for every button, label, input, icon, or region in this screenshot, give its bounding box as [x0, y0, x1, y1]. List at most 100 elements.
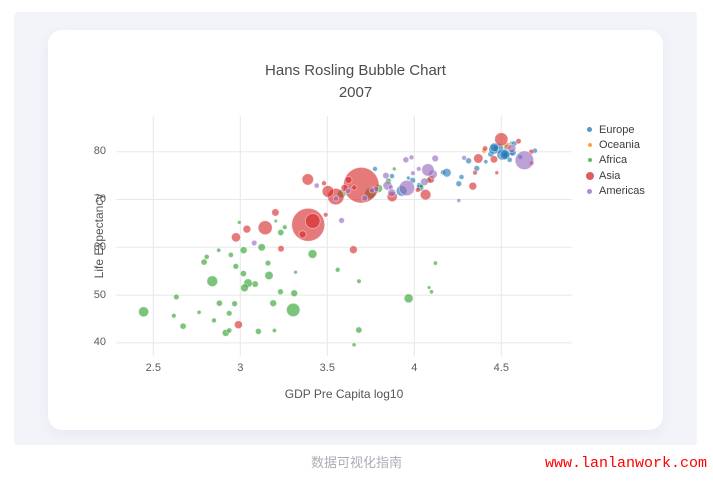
x-tick-label: 3.5	[319, 362, 335, 374]
bubble-asia	[298, 230, 307, 239]
bubble-americas	[382, 172, 390, 180]
bubble-americas	[402, 156, 410, 164]
bubble-asia	[277, 245, 285, 253]
bubble-asia	[515, 138, 522, 145]
chart-card	[48, 30, 663, 430]
bubble-americas	[345, 187, 352, 194]
bubble-asia	[257, 220, 273, 236]
legend-item-africa[interactable]: Africa	[583, 153, 645, 168]
bubble-africa	[277, 228, 285, 236]
bubble-europe	[458, 174, 465, 180]
bubble-asia	[468, 181, 478, 191]
caption-text: 数据可视化指南	[310, 455, 402, 470]
bubble-africa	[273, 218, 278, 224]
legend-label: Oceania	[599, 139, 640, 152]
chart-title: Hans Rosling Bubble Chart	[265, 62, 446, 79]
bubble-africa	[239, 270, 247, 278]
bubble-americas	[431, 154, 439, 163]
bubble-americas	[514, 150, 535, 171]
bubble-africa	[286, 302, 301, 317]
bubble-africa	[351, 342, 357, 348]
bubble-africa	[277, 288, 284, 296]
bubble-americas	[338, 217, 345, 224]
bubble-europe	[389, 173, 395, 180]
bubble-africa	[269, 299, 278, 308]
legend-item-asia[interactable]: Asia	[583, 168, 645, 183]
x-tick-label: 4	[411, 362, 418, 374]
bubble-africa	[264, 259, 272, 267]
bubble-asia	[482, 145, 489, 152]
bubble-asia	[271, 208, 280, 217]
bubble-africa	[432, 260, 438, 266]
bubble-asia	[494, 170, 500, 176]
bubble-africa	[282, 224, 288, 230]
legend-label: Europe	[599, 123, 635, 136]
legend-marker-icon	[583, 127, 596, 133]
bubble-europe	[406, 175, 411, 181]
bubble-africa	[179, 322, 187, 330]
bubble-europe	[483, 159, 489, 165]
x-tick-label: 4.5	[493, 362, 509, 374]
bubble-africa	[254, 327, 262, 335]
bubble-europe	[499, 149, 511, 161]
legend-marker-icon	[583, 158, 596, 163]
bubble-europe	[455, 180, 463, 188]
chart-legend: Europe Oceania Africa Asia Americas	[583, 122, 645, 199]
bubble-africa	[264, 270, 274, 281]
bubble-africa	[356, 278, 362, 284]
bubble-africa	[171, 313, 177, 319]
bubble-americas	[250, 239, 258, 247]
bubble-asia	[473, 153, 484, 164]
bubble-africa	[200, 258, 208, 266]
bubble-africa	[225, 310, 233, 317]
y-tick-label: 60	[93, 240, 106, 253]
bubble-americas	[408, 154, 415, 161]
bubble-asia	[242, 224, 252, 234]
bubble-africa	[138, 306, 150, 318]
bubble-africa	[293, 270, 298, 275]
watermark-link[interactable]: www.lanlanwork.com	[544, 455, 707, 472]
bubble-asia	[323, 212, 329, 218]
bubble-africa	[240, 283, 249, 293]
bubble-africa	[290, 289, 299, 298]
bubble-europe	[442, 167, 452, 178]
bubble-africa	[226, 327, 233, 334]
bubble-africa	[215, 299, 223, 307]
bubble-americas	[398, 179, 415, 197]
bubble-africa	[257, 243, 266, 252]
legend-item-oceania[interactable]: Oceania	[583, 137, 645, 152]
bubble-americas	[456, 198, 462, 203]
bubble-americas	[421, 163, 435, 177]
legend-marker-icon	[583, 143, 596, 148]
bubble-africa	[231, 300, 238, 308]
bubble-americas	[361, 194, 369, 202]
bubble-africa	[428, 289, 434, 295]
bubble-africa	[355, 326, 363, 334]
legend-item-americas[interactable]: Americas	[583, 184, 645, 199]
bubble-asia	[489, 155, 499, 164]
bubble-americas	[410, 170, 416, 176]
bubble-asia	[351, 184, 358, 191]
bubble-africa	[206, 275, 219, 288]
legend-label: Africa	[599, 154, 628, 167]
bubble-africa	[216, 247, 222, 253]
chart-subtitle: 2007	[338, 84, 373, 101]
bubble-asia	[419, 188, 432, 201]
chart-title-block: Hans Rosling Bubble Chart 2007	[48, 60, 663, 104]
y-tick-label: 50	[93, 288, 106, 301]
legend-marker-icon	[583, 171, 596, 180]
bubble-asia	[304, 213, 321, 229]
bubble-africa	[232, 263, 240, 270]
bubble-europe	[465, 157, 473, 165]
bubble-americas	[387, 188, 397, 198]
bubble-africa	[237, 220, 242, 225]
bubble-asia	[321, 185, 335, 198]
legend-item-europe[interactable]: Europe	[583, 122, 645, 137]
bubble-americas	[420, 177, 429, 186]
bubble-africa	[211, 317, 217, 324]
bubble-americas	[416, 166, 422, 172]
bubble-africa	[203, 253, 210, 260]
bubble-africa	[251, 280, 259, 288]
